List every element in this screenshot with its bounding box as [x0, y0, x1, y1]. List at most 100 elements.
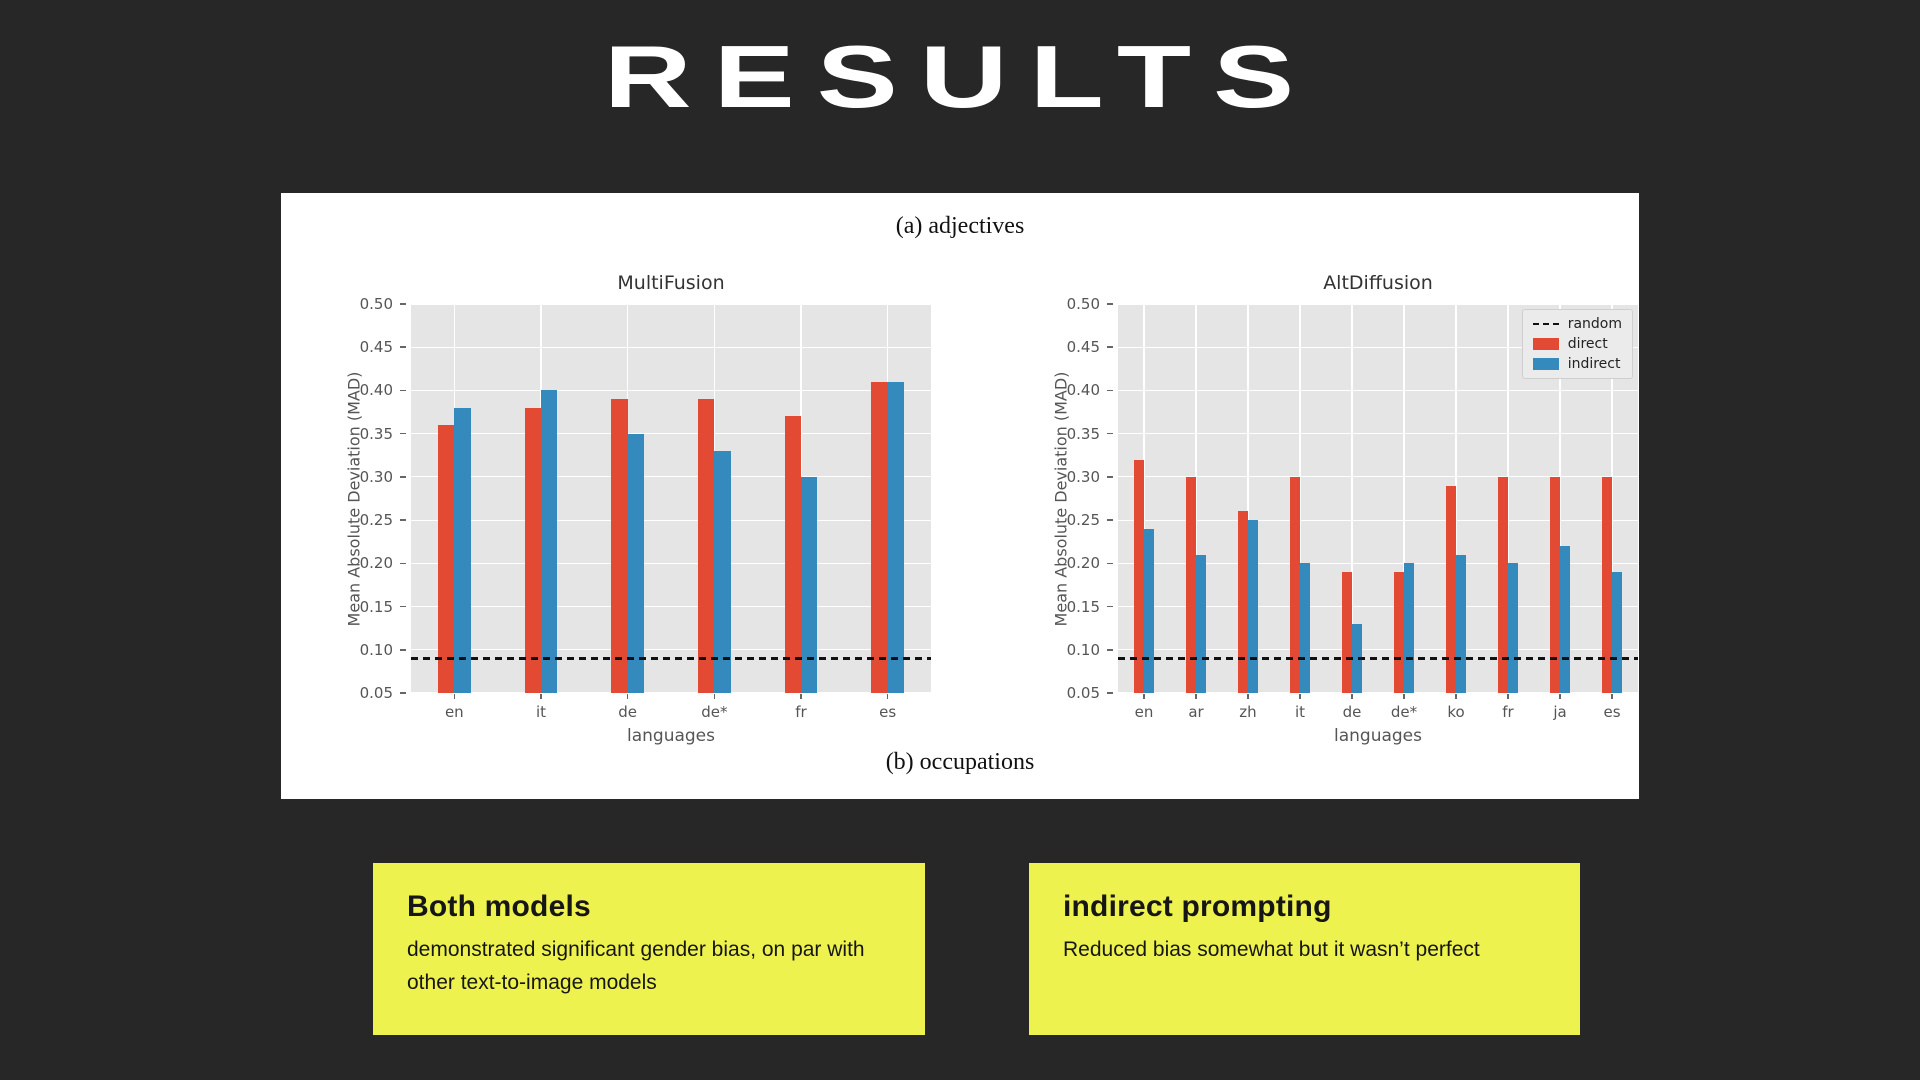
gridline-horizontal	[411, 605, 931, 608]
legend-label: indirect	[1567, 356, 1621, 372]
chart-title: AltDiffusion	[1323, 272, 1433, 294]
legend-swatch-direct	[1532, 338, 1559, 350]
x-tick-label: en	[444, 703, 464, 721]
legend-item-direct: direct	[1532, 336, 1622, 352]
bar-indirect-fr	[1508, 563, 1518, 693]
callout-both-models: Both models demonstrated significant gen…	[373, 863, 925, 1035]
gridline-horizontal	[411, 476, 931, 478]
x-tick-label: ar	[1188, 703, 1204, 721]
y-tick-label: 0.20	[1066, 554, 1100, 573]
bar-indirect-it	[541, 390, 558, 693]
bar-direct-it	[524, 407, 541, 693]
gridline-vertical	[1247, 304, 1249, 693]
x-tick-mark	[886, 694, 889, 699]
x-tick-mark	[540, 694, 542, 699]
x-tick-mark	[1455, 694, 1457, 699]
y-tick-label: 0.30	[359, 467, 393, 486]
bar-direct-de	[611, 399, 628, 693]
x-tick-label: fr	[1502, 703, 1514, 721]
x-tick-label: en	[1134, 703, 1154, 721]
x-tick-label: de*	[1390, 703, 1418, 721]
gridline-horizontal	[1118, 562, 1638, 564]
bar-indirect-de*	[1404, 563, 1414, 693]
gridline-horizontal	[411, 519, 931, 521]
x-tick-mark	[453, 694, 456, 699]
y-tick-mark	[400, 303, 406, 305]
x-tick-mark	[1611, 694, 1613, 699]
gridline-vertical	[1559, 304, 1561, 693]
bar-indirect-es	[887, 381, 905, 693]
legend-swatch-indirect	[1532, 358, 1559, 370]
y-tick-label: 0.30	[1066, 467, 1100, 486]
gridline-horizontal	[411, 692, 931, 694]
x-tick-label: es	[879, 703, 897, 721]
y-tick-mark	[400, 692, 406, 694]
y-tick-label: 0.05	[359, 684, 393, 702]
x-tick-mark	[1507, 694, 1509, 699]
y-tick-mark	[400, 519, 406, 521]
gridline-horizontal	[411, 346, 931, 348]
y-tick-mark	[400, 605, 406, 608]
gridline-horizontal	[411, 433, 931, 435]
chart-multifusion: 0.05 0.10 0.15 0.20 0.25 0.30 0.35 0.40 0.45 0.50…	[345, 272, 931, 746]
y-tick-label: 0.50	[359, 295, 393, 313]
gridline-vertical	[1611, 304, 1613, 693]
x-tick-label: ko	[1447, 703, 1465, 721]
y-tick-label: 0.15	[359, 597, 393, 616]
y-tick-label: 0.10	[359, 640, 393, 659]
bar-direct-de	[1342, 571, 1352, 693]
gridline-vertical	[713, 304, 715, 693]
gridline-horizontal	[1118, 346, 1638, 348]
gridline-horizontal	[1118, 303, 1638, 305]
x-tick-label: es	[1603, 703, 1621, 721]
gridline-horizontal	[411, 389, 931, 392]
bar-direct-de*	[1394, 571, 1404, 693]
y-tick-mark	[400, 562, 406, 565]
gridline-horizontal	[411, 562, 931, 564]
gridline-horizontal	[1118, 649, 1638, 651]
gridline-vertical	[453, 304, 455, 693]
x-tick-mark	[1403, 694, 1405, 699]
y-tick-label: 0.15	[1066, 597, 1100, 616]
bar-indirect-de	[627, 433, 645, 693]
y-axis-label: Mean Absolute Deviation (MAD)	[344, 371, 364, 626]
bar-direct-ar	[1186, 476, 1196, 693]
y-tick-mark	[1107, 692, 1113, 694]
bar-direct-es	[871, 381, 888, 693]
bar-indirect-ar	[1196, 554, 1206, 693]
x-tick-label: fr	[795, 703, 807, 721]
bar-indirect-it	[1300, 563, 1310, 693]
bar-indirect-de*	[714, 450, 731, 693]
y-tick-mark	[1107, 476, 1113, 478]
gridline-vertical	[1143, 304, 1145, 693]
caption-occupations: (b) occupations	[885, 749, 1035, 775]
gridline-vertical	[800, 304, 802, 693]
legend-item-indirect: indirect	[1532, 356, 1622, 372]
y-tick-mark	[1107, 346, 1113, 348]
x-tick-label: it	[1294, 703, 1306, 721]
gridline-horizontal	[1118, 605, 1638, 608]
bar-direct-es	[1602, 476, 1612, 693]
legend-label: direct	[1567, 336, 1608, 352]
page-title: RESULTS	[0, 26, 1920, 128]
callout-heading: indirect prompting	[1063, 890, 1332, 923]
gridline-horizontal	[1118, 519, 1638, 521]
callout-indirect-prompting: indirect prompting Reduced bias somewhat…	[1029, 863, 1580, 1035]
chart-altdiffusion: 0.05 0.10 0.15 0.20 0.25 0.30 0.35 0.40 0.45 0.50…	[1052, 272, 1638, 746]
random-baseline-line	[1118, 657, 1638, 660]
legend-label: random	[1567, 316, 1622, 332]
callout-body: Reduced bias somewhat but it wasn’t perf…	[1063, 938, 1480, 961]
gridline-horizontal	[1118, 389, 1638, 392]
gridline-horizontal	[1118, 692, 1638, 694]
y-tick-mark	[1107, 432, 1113, 435]
bar-direct-ja	[1550, 476, 1560, 693]
y-tick-label: 0.20	[359, 554, 393, 573]
results-figure-panel: (a) adjectives 0.05 0.10 0.15 0.20 0.25 0.30 0…	[281, 193, 1639, 799]
gridline-horizontal	[411, 303, 931, 305]
y-tick-label: 0.25	[1066, 511, 1100, 530]
gridline-vertical	[1455, 304, 1457, 693]
bar-direct-de*	[697, 399, 715, 693]
legend: random direct indirect	[1521, 309, 1633, 379]
callout-body: demonstrated significant gender bias, on…	[407, 938, 865, 994]
caption-adjectives: (a) adjectives	[895, 213, 1025, 239]
